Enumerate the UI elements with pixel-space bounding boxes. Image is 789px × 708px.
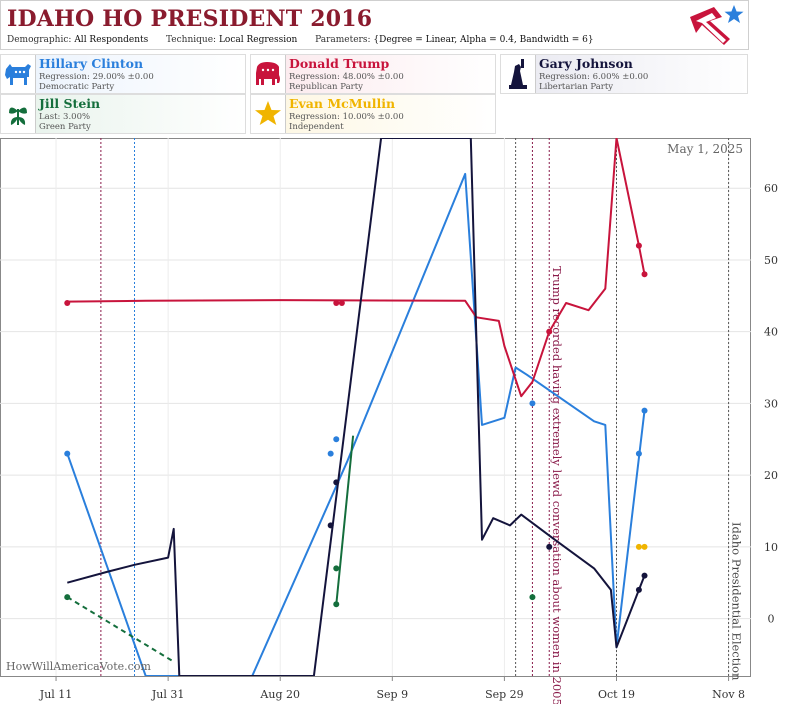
candidate-card-trump: Donald Trump Regression: 48.00% ±0.00 Re…	[250, 54, 496, 94]
candidate-party: Libertarian Party	[539, 82, 614, 92]
candidate-card-clinton: Hillary Clinton Regression: 29.00% ±0.00…	[0, 54, 246, 94]
statue-of-liberty-icon	[509, 59, 527, 89]
data-point-gary-johnson	[641, 572, 648, 579]
x-tick-label: Aug 20	[259, 688, 300, 701]
candidate-result: Regression: 48.00% ±0.00	[289, 72, 404, 82]
candidate-party: Republican Party	[289, 82, 363, 92]
y-tick-label: 60	[764, 182, 778, 195]
y-tick-label: 20	[764, 469, 778, 482]
technique-label: Technique:	[166, 35, 217, 45]
watermark-text: HowWillAmericaVote.com	[6, 660, 151, 673]
demographic-label: Demographic:	[7, 35, 72, 45]
data-point-jill-stein	[64, 594, 71, 601]
data-point-evan-mcmullin	[641, 543, 648, 550]
x-tick-label: Jul 31	[151, 688, 185, 701]
data-point-donald-trump	[635, 242, 642, 249]
title-rest: HO PRESIDENT 2016	[102, 6, 373, 32]
candidate-party: Democratic Party	[39, 82, 115, 92]
event-label: Trump recorded having extremely lewd con…	[550, 266, 564, 704]
candidate-name: Jill Stein	[39, 96, 101, 111]
candidate-name: Donald Trump	[289, 56, 390, 71]
elephant-icon	[256, 62, 280, 85]
y-tick-label: 40	[764, 326, 778, 339]
candidate-name: Gary Johnson	[539, 56, 633, 71]
series-line-jill-stein	[335, 435, 355, 605]
candidate-party: Green Party	[39, 122, 91, 132]
polling-chart: 0 10 20 30 40 50 60 Jul 11 Jul 31 Aug 20 Sep 9 Sep …	[0, 138, 778, 706]
data-point-hillary-clinton	[327, 450, 334, 457]
x-tick-label: Nov 8	[712, 688, 745, 701]
candidate-result: Last: 3.00%	[39, 112, 91, 122]
candidate-result: Regression: 29.00% ±0.00	[39, 72, 154, 82]
x-tick-label: Sep 29	[485, 688, 524, 701]
data-point-hillary-clinton	[641, 407, 648, 414]
candidate-party: Independent	[289, 122, 344, 132]
data-point-jill-stein	[333, 601, 340, 608]
candidate-card-johnson: Gary Johnson Regression: 6.00% ±0.00 Lib…	[500, 54, 748, 94]
x-tick-label: Sep 9	[377, 688, 409, 701]
data-point-donald-trump	[333, 299, 340, 306]
date-label: May 1, 2025	[667, 142, 743, 156]
candidate-card-mcmullin: Evan McMullin Regression: 10.00% ±0.00 I…	[250, 94, 496, 134]
chart-header: IDAHO HO PRESIDENT 2016 Demographic: All…	[0, 0, 749, 50]
candidate-card-stein: Jill Stein Last: 3.00% Green Party	[0, 94, 246, 134]
data-point-gary-johnson	[546, 543, 553, 550]
data-point-evan-mcmullin	[635, 543, 642, 550]
parameters-value: {Degree = Linear, Alpha = 0.4, Bandwidth…	[373, 35, 594, 45]
data-point-jill-stein	[333, 565, 340, 572]
parameters-label: Parameters:	[315, 35, 371, 45]
data-point-gary-johnson	[333, 479, 340, 486]
data-point-jill-stein	[529, 594, 536, 601]
data-point-donald-trump	[338, 299, 345, 306]
data-point-gary-johnson	[327, 522, 334, 529]
parameters-line: Demographic: All Respondents Technique: …	[7, 35, 594, 45]
x-tick-label: Jul 11	[39, 688, 73, 701]
series-line-gary-johnson	[67, 138, 646, 676]
title-state: IDAHO	[7, 6, 95, 32]
y-tick-label: 50	[764, 254, 778, 267]
demographic-value: All Respondents	[74, 35, 149, 45]
page-title: IDAHO HO PRESIDENT 2016	[7, 6, 372, 32]
event-label: Idaho Presidential Election	[730, 522, 744, 681]
plot-frame	[0, 138, 751, 677]
chart-area: 0 10 20 30 40 50 60 Jul 11 Jul 31 Aug 20 Sep 9 Sep …	[0, 136, 789, 706]
data-point-donald-trump	[546, 328, 553, 335]
candidate-name: Evan McMullin	[289, 96, 396, 111]
data-point-hillary-clinton	[333, 436, 340, 443]
technique-value: Local Regression	[218, 35, 298, 45]
site-logo-icon	[690, 5, 744, 45]
data-point-donald-trump	[641, 271, 648, 278]
data-point-hillary-clinton	[64, 450, 71, 457]
data-point-hillary-clinton	[635, 450, 642, 457]
candidate-result: Regression: 10.00% ±0.00	[289, 112, 404, 122]
series-line-hillary-clinton	[66, 172, 646, 676]
data-point-gary-johnson	[635, 586, 642, 593]
y-tick-label: 30	[764, 397, 778, 410]
donkey-icon	[5, 64, 31, 85]
flower-icon	[9, 107, 27, 125]
y-tick-label: 10	[764, 541, 778, 554]
x-tick-label: Oct 19	[598, 688, 635, 701]
data-point-donald-trump	[64, 299, 71, 306]
series-line-donald-trump	[67, 138, 646, 398]
star-icon	[255, 101, 281, 125]
data-point-hillary-clinton	[529, 400, 536, 407]
y-tick-label: 0	[768, 613, 775, 626]
series-dashed-jill-stein	[66, 596, 175, 663]
candidate-name: Hillary Clinton	[39, 56, 144, 71]
candidate-result: Regression: 6.00% ±0.00	[539, 72, 649, 82]
